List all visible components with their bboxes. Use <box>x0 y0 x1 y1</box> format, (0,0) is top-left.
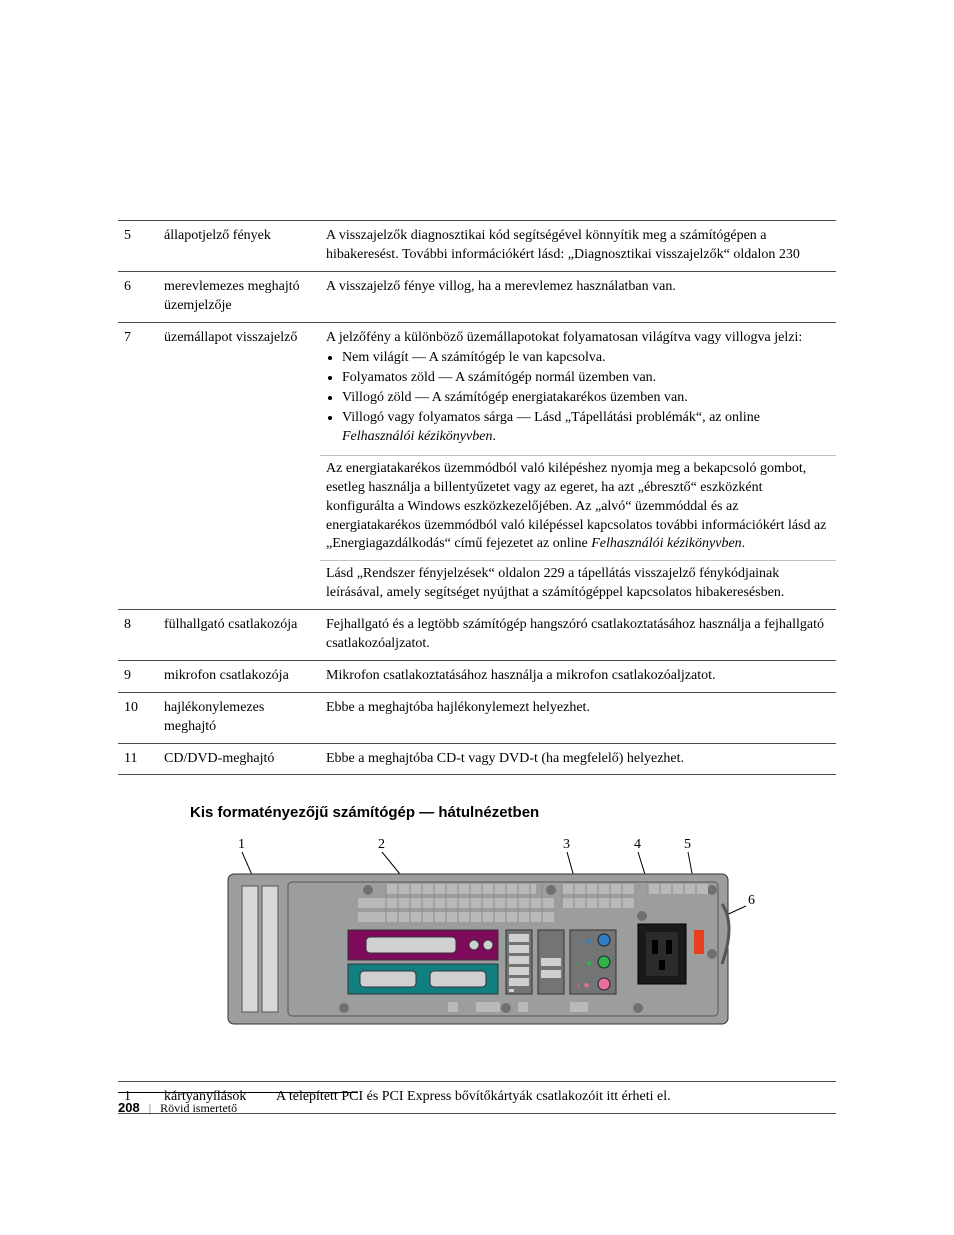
document-page: 5 állapotjelző fények A visszajelzők dia… <box>0 0 954 1235</box>
callout-4: 4 <box>634 837 641 852</box>
row-desc: Mikrofon csatlakoztatásához használja a … <box>320 660 836 692</box>
svg-text:↓ ●: ↓ ● <box>576 980 590 991</box>
list-item: Villogó vagy folyamatos sárga — Lásd „Tá… <box>342 409 830 447</box>
usb-ports <box>506 930 532 994</box>
page-number: 208 <box>118 1100 140 1115</box>
row-label: merevlemezes meghajtó üzemjelzője <box>158 271 320 322</box>
bullet-list: Nem világít — A számítógép le van kapcso… <box>342 349 830 446</box>
footer-separator: | <box>149 1101 151 1115</box>
table-row: 11 CD/DVD-meghajtó Ebbe a meghajtóba CD-… <box>118 743 836 775</box>
callout-5: 5 <box>684 837 691 852</box>
row-number: 7 <box>118 322 158 455</box>
row-label: mikrofon csatlakozója <box>158 660 320 692</box>
row-desc: Fejhallgató és a legtöbb számítógép hang… <box>320 610 836 661</box>
row-desc: Az energiatakarékos üzemmódból való kilé… <box>320 455 836 560</box>
table-row: Lásd „Rendszer fényjelzések“ oldalon 229… <box>118 561 836 610</box>
row-number: 6 <box>118 271 158 322</box>
table-row: 8 fülhallgató csatlakozója Fejhallgató é… <box>118 610 836 661</box>
row-desc-paragraph: Az energiatakarékos üzemmódból való kilé… <box>326 461 826 552</box>
callout-3: 3 <box>563 837 570 852</box>
callout-1: 1 <box>238 837 245 852</box>
voltage-switch <box>694 930 704 954</box>
callout-6: 6 <box>748 893 755 908</box>
row-desc: A visszajelző fénye villog, ha a merevle… <box>320 271 836 322</box>
table-row: Az energiatakarékos üzemmódból való kilé… <box>118 455 836 560</box>
row-number: 5 <box>118 221 158 272</box>
page-footer: 208 | Rövid ismertető <box>118 1092 358 1117</box>
audio-jacks: →● ←● ↓ ● <box>570 930 616 994</box>
table-row: 6 merevlemezes meghajtó üzemjelzője A vi… <box>118 271 836 322</box>
svg-text:→●: →● <box>576 936 592 947</box>
italic-ref: Felhasználói kézikönyvben <box>591 536 741 551</box>
row-label: üzemállapot visszajelző <box>158 322 320 455</box>
row-label: állapotjelző fények <box>158 221 320 272</box>
components-table: 5 állapotjelző fények A visszajelzők dia… <box>118 220 836 775</box>
table-row: 10 hajlékonylemezes meghajtó Ebbe a megh… <box>118 692 836 743</box>
table-row: 9 mikrofon csatlakozója Mikrofon csatlak… <box>118 660 836 692</box>
row-label: hajlékonylemezes meghajtó <box>158 692 320 743</box>
table-row: 5 állapotjelző fények A visszajelzők dia… <box>118 221 836 272</box>
row-number: 11 <box>118 743 158 775</box>
row-number: 10 <box>118 692 158 743</box>
row-desc: Ebbe a meghajtóba CD-t vagy DVD-t (ha me… <box>320 743 836 775</box>
callout-2: 2 <box>378 837 385 852</box>
list-item: Folyamatos zöld — A számítógép normál üz… <box>342 369 830 388</box>
row-desc: Ebbe a meghajtóba hajlékonylemezt helyez… <box>320 692 836 743</box>
italic-ref: Felhasználói kézikönyvben <box>342 429 492 444</box>
power-socket <box>638 924 686 984</box>
svg-text:←●: ←● <box>576 958 592 969</box>
list-item: Nem világít — A számítógép le van kapcso… <box>342 349 830 368</box>
row-number: 8 <box>118 610 158 661</box>
row-desc: A visszajelzők diagnosztikai kód segítsé… <box>320 221 836 272</box>
table-row: 7 üzemállapot visszajelző A jelzőfény a … <box>118 322 836 455</box>
diagram-svg: 1 2 3 4 5 6 <box>218 834 758 1034</box>
list-item: Villogó zöld — A számítógép energiatakar… <box>342 389 830 408</box>
footer-label: Rövid ismertető <box>160 1101 237 1115</box>
row-desc: Lásd „Rendszer fényjelzések“ oldalon 229… <box>320 561 836 610</box>
row-label: fülhallgató csatlakozója <box>158 610 320 661</box>
row-number: 9 <box>118 660 158 692</box>
row-label: CD/DVD-meghajtó <box>158 743 320 775</box>
section-title: Kis formatényezőjű számítógép — hátulnéz… <box>190 803 836 823</box>
rear-view-diagram: 1 2 3 4 5 6 <box>218 834 728 1041</box>
row-desc: A jelzőfény a különböző üzemállapotokat … <box>320 322 836 455</box>
list-item-text: Villogó vagy folyamatos sárga — Lásd „Tá… <box>342 410 760 425</box>
row-desc-intro: A jelzőfény a különböző üzemállapotokat … <box>326 330 802 345</box>
